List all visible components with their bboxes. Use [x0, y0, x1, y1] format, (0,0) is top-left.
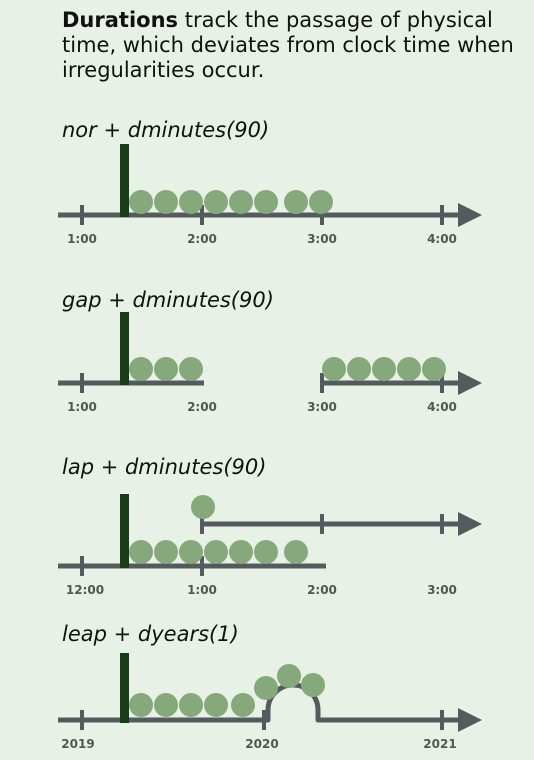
start-marker — [120, 653, 129, 723]
dot — [129, 357, 153, 381]
dot — [179, 357, 203, 381]
tick-label: 3:00 — [307, 400, 337, 414]
duration-dots — [129, 190, 333, 214]
dot — [254, 540, 278, 564]
panel-nor: 1:00 2:00 3:00 4:00 — [58, 144, 482, 246]
dot — [284, 540, 308, 564]
dot — [129, 190, 153, 214]
dot — [301, 673, 325, 697]
dot — [347, 357, 371, 381]
dot — [204, 190, 228, 214]
dot — [179, 693, 203, 717]
duration-dots — [129, 540, 308, 564]
tick-label: 3:00 — [307, 232, 337, 246]
panel-title-nor: nor + dminutes(90) — [62, 118, 270, 142]
dot — [277, 664, 301, 688]
dot — [129, 540, 153, 564]
panel-lap: 12:00 1:00 2:00 3:00 — [58, 494, 482, 597]
dot — [154, 540, 178, 564]
panel-title-lap: lap + dminutes(90) — [62, 455, 267, 479]
dot — [129, 693, 153, 717]
dot — [204, 540, 228, 564]
dot — [179, 190, 203, 214]
dot — [229, 540, 253, 564]
tick-label: 4:00 — [427, 232, 457, 246]
panel-title-leap: leap + dyears(1) — [62, 622, 239, 646]
dot — [372, 357, 396, 381]
dot — [154, 357, 178, 381]
intro-text: Durations track the passage of physical … — [62, 8, 522, 83]
dot — [322, 357, 346, 381]
tick-label: 1:00 — [67, 400, 97, 414]
tick-label: 1:00 — [187, 583, 217, 597]
dot — [422, 357, 446, 381]
tick-label: 2:00 — [187, 232, 217, 246]
tick-label: 12:00 — [66, 583, 104, 597]
axis-arrow — [458, 203, 482, 227]
axis-arrow — [458, 708, 482, 732]
intro-bold: Durations — [62, 8, 179, 32]
dot — [231, 693, 255, 717]
dot — [179, 540, 203, 564]
tick-label: 3:00 — [427, 583, 457, 597]
start-marker — [120, 312, 129, 385]
panel-gap: 1:00 2:00 3:00 4:00 — [58, 312, 482, 414]
tick-label: 2:00 — [307, 583, 337, 597]
dot — [397, 357, 421, 381]
dot — [154, 693, 178, 717]
tick-label: 1:00 — [67, 232, 97, 246]
tick-label: 4:00 — [427, 400, 457, 414]
dot — [191, 495, 215, 519]
start-marker — [120, 144, 129, 217]
start-marker — [120, 494, 129, 568]
tick-label: 2:00 — [187, 400, 217, 414]
dot — [254, 190, 278, 214]
dot — [154, 190, 178, 214]
dot — [284, 190, 308, 214]
duration-dots — [129, 664, 325, 717]
dot — [309, 190, 333, 214]
tick-label: 2021 — [423, 737, 456, 751]
dot — [229, 190, 253, 214]
tick-label: 2019 — [61, 737, 94, 751]
axis-arrow — [458, 371, 482, 395]
duration-dots — [129, 357, 446, 381]
dot — [254, 676, 278, 700]
panel-title-gap: gap + dminutes(90) — [62, 288, 274, 312]
intro-rest: track the passage of physical time, whic… — [62, 8, 514, 82]
dot — [204, 693, 228, 717]
panel-leap: 2019 2020 2021 — [58, 653, 482, 751]
tick-label: 2020 — [245, 737, 278, 751]
axis-arrow — [458, 512, 482, 536]
